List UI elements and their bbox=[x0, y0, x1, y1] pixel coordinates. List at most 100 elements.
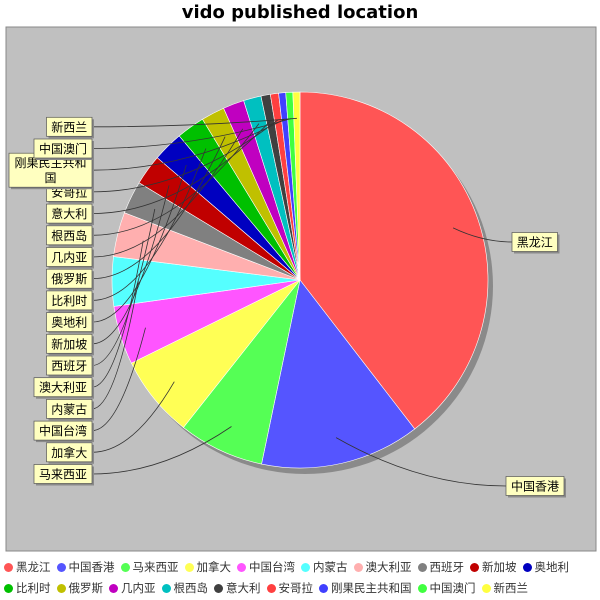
legend-swatch bbox=[237, 563, 246, 572]
label-leader-line bbox=[91, 118, 291, 149]
slice-label-text: 中国澳门 bbox=[39, 141, 87, 156]
legend-item: 西班牙 bbox=[417, 557, 465, 578]
legend-label: 新西兰 bbox=[493, 581, 529, 595]
legend-label: 刚果民主共和国 bbox=[331, 581, 412, 595]
legend-label: 几内亚 bbox=[121, 581, 156, 595]
slice-label-box bbox=[46, 225, 93, 246]
slice-label: 内蒙古 bbox=[46, 399, 94, 421]
legend-item: 加拿大 bbox=[184, 557, 232, 578]
legend-swatch bbox=[161, 584, 171, 593]
slice-label-text: 中国香港 bbox=[511, 479, 559, 494]
label-leader-line bbox=[91, 148, 207, 301]
slice-label: 意大利 bbox=[46, 203, 94, 226]
label-leader-line bbox=[91, 117, 297, 128]
slice-label-text: 国 bbox=[44, 171, 56, 185]
slice-label-text: 奥地利 bbox=[51, 316, 87, 330]
legend-swatch bbox=[4, 563, 13, 572]
legend-label: 澳大利亚 bbox=[365, 560, 412, 574]
slice-label-box bbox=[505, 476, 565, 496]
pie-slice[interactable] bbox=[292, 91, 301, 281]
slice-label-text: 意大利 bbox=[51, 206, 87, 221]
pie-slice[interactable] bbox=[299, 91, 489, 430]
legend-item: 奥地利 bbox=[522, 557, 570, 578]
label-leader-line bbox=[91, 123, 260, 236]
slice-label: 澳大利亚 bbox=[33, 377, 94, 399]
slice-label-box bbox=[46, 290, 93, 311]
legend-label: 马来西亚 bbox=[132, 560, 179, 574]
legend-item: 比利时 bbox=[4, 578, 51, 599]
legend-label: 比利时 bbox=[16, 581, 51, 595]
slice-label: 马来西亚 bbox=[33, 464, 94, 486]
pie-slices bbox=[111, 91, 489, 469]
legend-item: 马来西亚 bbox=[120, 557, 179, 578]
legend: 黑龙江 中国香港 马来西亚 加拿大 中国台湾 内蒙古 澳大利亚 西班牙 新加坡 奥地利比利时 俄罗斯… bbox=[4, 557, 598, 599]
slice-label: 加拿大 bbox=[46, 442, 94, 464]
label-leader-line bbox=[452, 227, 513, 243]
legend-swatch bbox=[109, 584, 118, 593]
legend-swatch bbox=[481, 584, 491, 593]
legend-label: 奥地利 bbox=[534, 560, 570, 574]
legend-item: 意大利 bbox=[214, 578, 261, 599]
slice-label: 俄罗斯 bbox=[46, 268, 94, 291]
slice-label: 根西岛 bbox=[46, 225, 94, 247]
legend-label: 黑龙江 bbox=[16, 560, 51, 574]
slice-label-text: 根西岛 bbox=[51, 228, 87, 243]
slice-label: 黑龙江 bbox=[511, 232, 560, 254]
legend-swatch bbox=[522, 563, 532, 572]
legend-item: 澳大利亚 bbox=[353, 557, 412, 578]
slice-label-box bbox=[511, 232, 558, 252]
slice-label-box bbox=[46, 399, 93, 419]
legend-item: 中国香港 bbox=[56, 557, 115, 578]
slice-label-text: 黑龙江 bbox=[517, 236, 553, 250]
legend-label: 根西岛 bbox=[173, 581, 209, 595]
label-leader-line bbox=[91, 208, 156, 366]
legend-item: 俄罗斯 bbox=[56, 578, 104, 599]
label-leader-line bbox=[91, 119, 279, 193]
legend-swatch bbox=[353, 563, 363, 572]
legend-item: 中国澳门 bbox=[417, 578, 476, 599]
legend-swatch bbox=[301, 563, 310, 572]
label-leader-line bbox=[91, 381, 175, 453]
legend-label: 中国香港 bbox=[68, 560, 115, 574]
slice-label-box bbox=[46, 247, 93, 267]
slice-label-text: 俄罗斯 bbox=[51, 272, 87, 286]
slice-label-box bbox=[46, 442, 93, 463]
pie-slice[interactable] bbox=[261, 279, 416, 469]
slice-label: 几内亚 bbox=[46, 247, 94, 269]
legend-label: 中国台湾 bbox=[249, 560, 295, 574]
label-leader-line bbox=[91, 118, 285, 171]
legend-label: 中国澳门 bbox=[429, 581, 476, 595]
label-leader-line bbox=[91, 426, 232, 475]
label-leader-line bbox=[91, 281, 139, 410]
label-leader-line bbox=[91, 327, 146, 431]
legend-swatch bbox=[56, 584, 66, 593]
label-leader-line bbox=[91, 164, 187, 323]
slice-label: 西班牙 bbox=[46, 355, 94, 377]
label-leader-line bbox=[91, 240, 144, 388]
legend-item: 内蒙古 bbox=[301, 557, 348, 578]
label-leader-line bbox=[91, 185, 170, 345]
slice-label-text: 比利时 bbox=[51, 294, 87, 308]
slice-label-text: 中国台湾 bbox=[39, 423, 87, 438]
legend-swatch bbox=[214, 584, 223, 593]
slice-label-text: 澳大利亚 bbox=[39, 381, 87, 395]
slice-label: 中国台湾 bbox=[33, 420, 94, 443]
slice-label-text: 几内亚 bbox=[51, 251, 87, 265]
legend-label: 加拿大 bbox=[196, 560, 232, 574]
slice-label-box bbox=[46, 203, 93, 224]
legend-item: 新加坡 bbox=[470, 557, 517, 578]
slice-label-box bbox=[46, 312, 93, 332]
legend-label: 西班牙 bbox=[429, 560, 465, 574]
legend-label: 俄罗斯 bbox=[68, 581, 104, 595]
legend-item: 中国台湾 bbox=[237, 557, 295, 578]
slice-label-text: 加拿大 bbox=[51, 445, 87, 460]
slice-label-text: 西班牙 bbox=[51, 359, 87, 373]
legend-label: 新加坡 bbox=[482, 560, 517, 574]
legend-swatch bbox=[417, 563, 427, 572]
slice-label: 中国澳门 bbox=[33, 138, 94, 160]
legend-item: 黑龙江 bbox=[4, 557, 51, 578]
legend-item: 几内亚 bbox=[109, 578, 156, 599]
legend-swatch bbox=[184, 563, 194, 572]
legend-swatch bbox=[4, 584, 13, 593]
